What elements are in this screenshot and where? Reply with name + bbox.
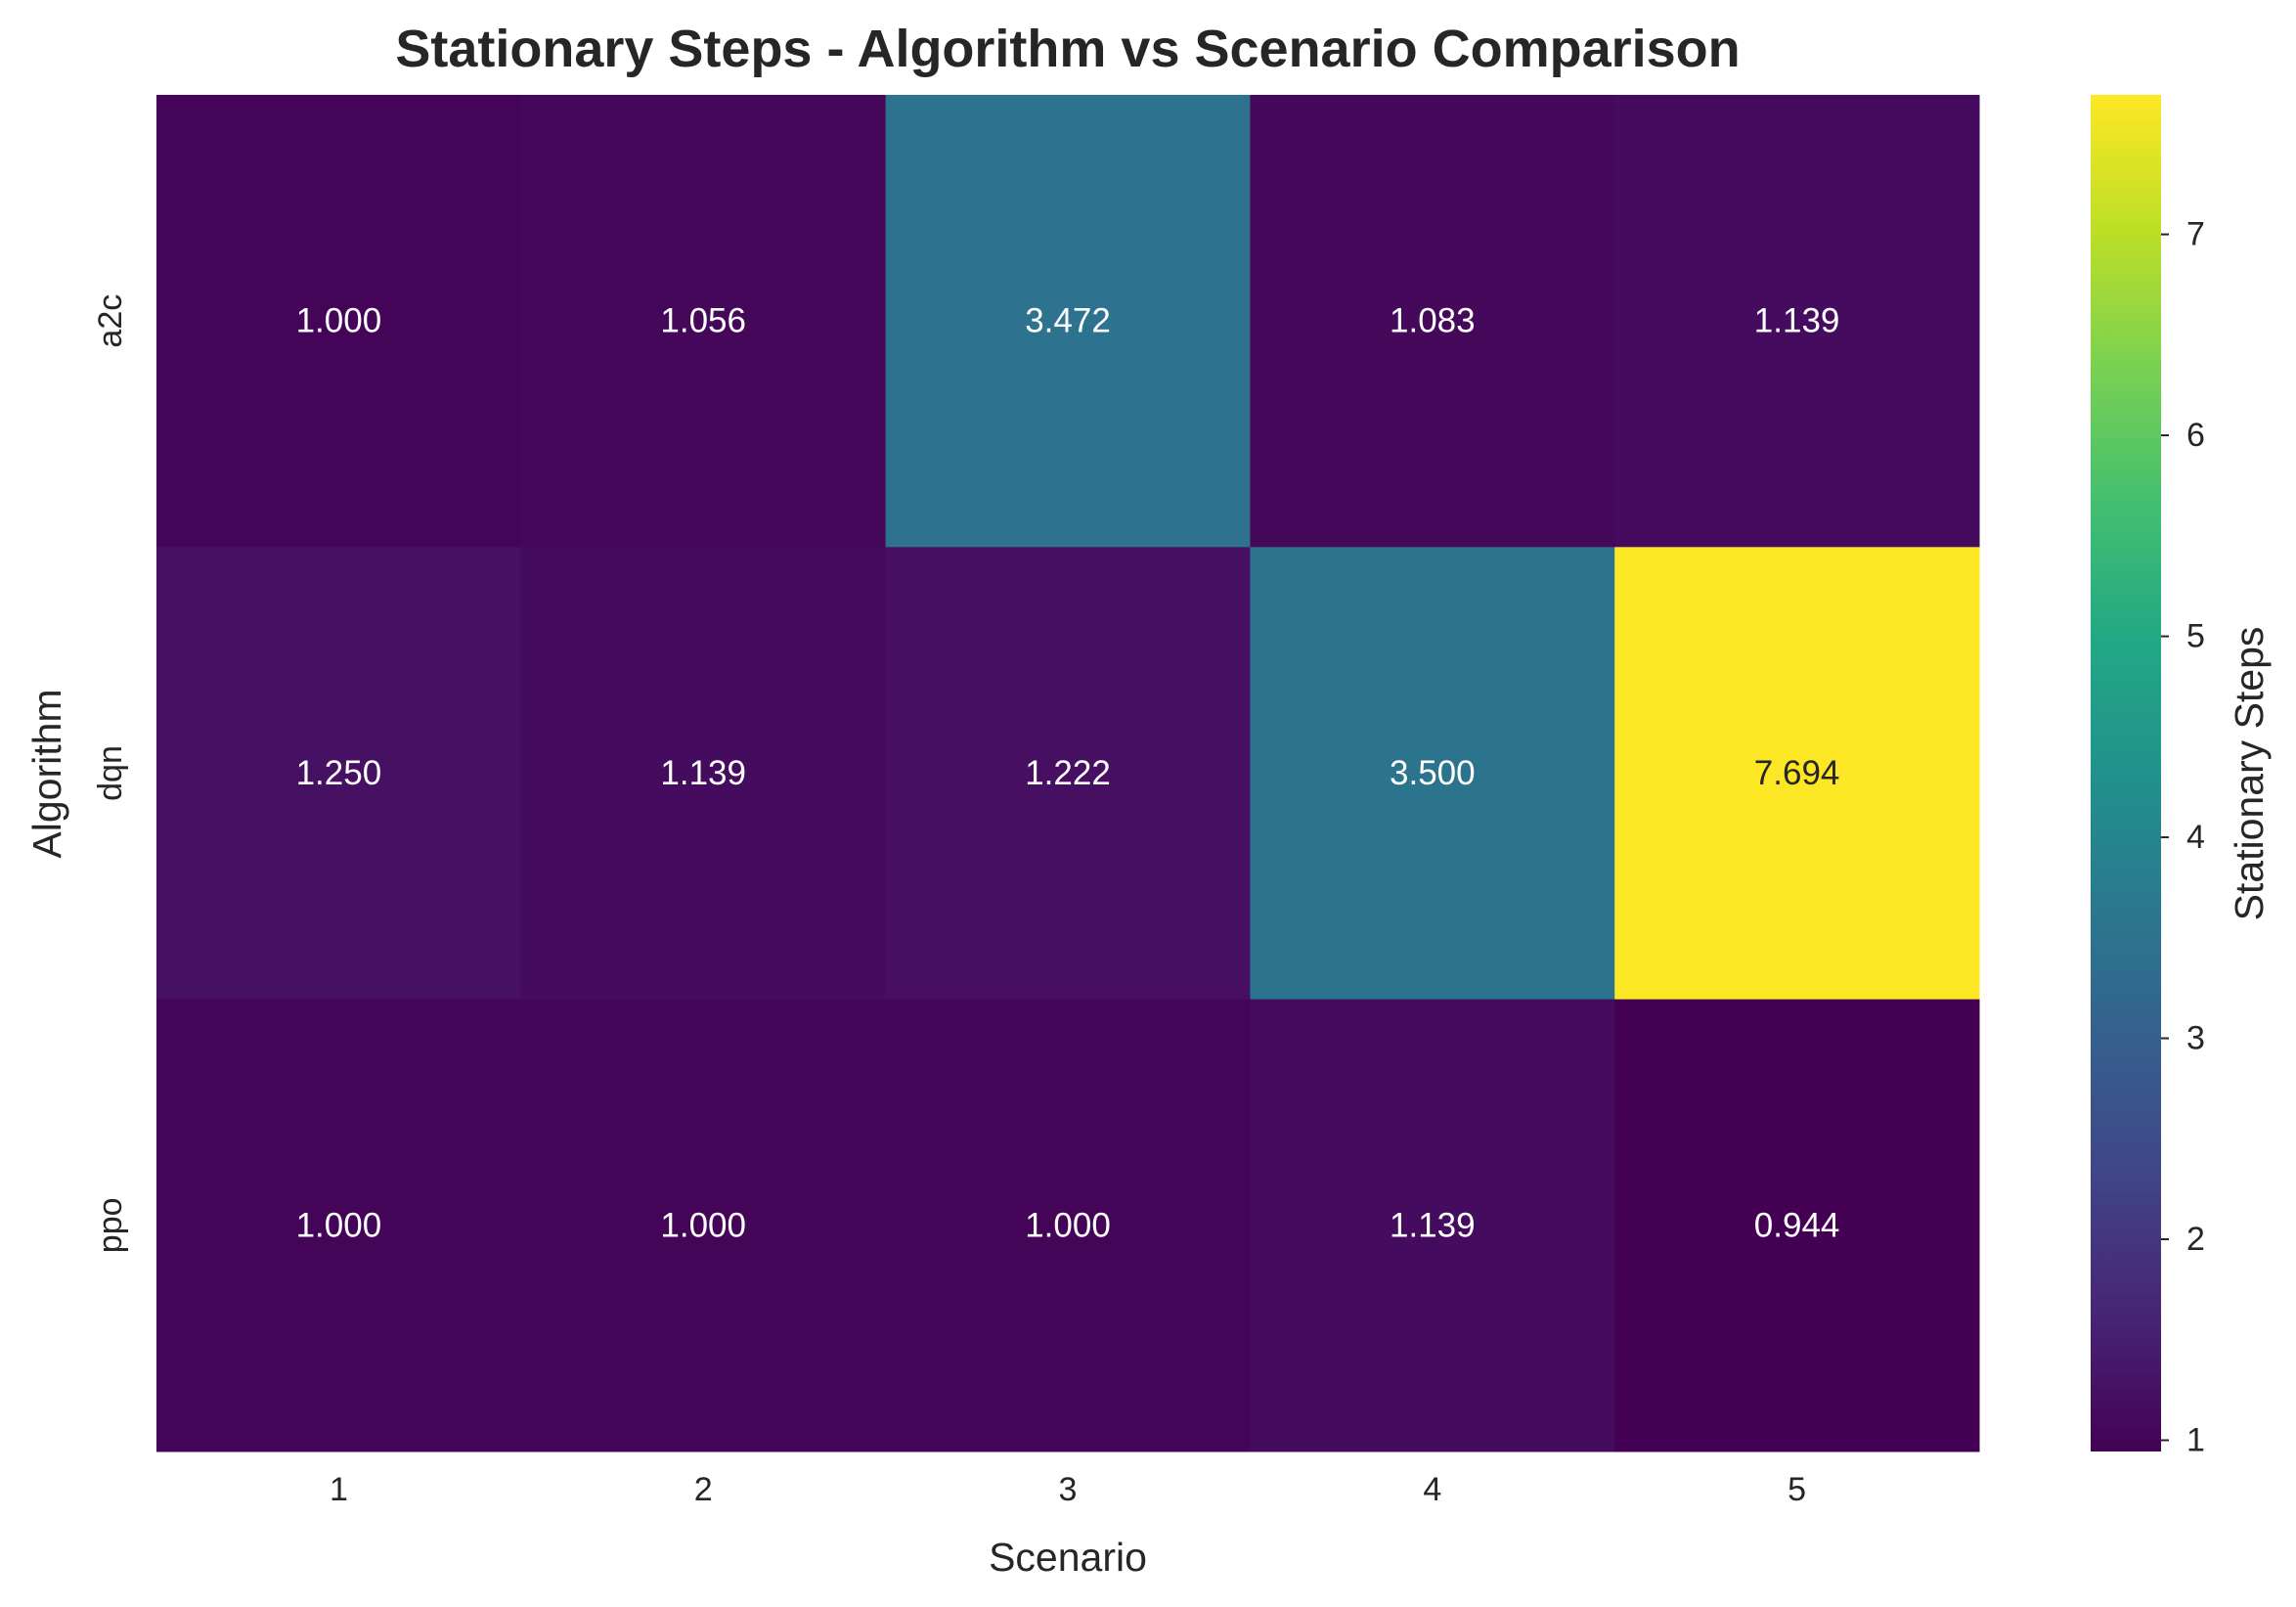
colorbar-tick-label: 7: [2186, 216, 2205, 253]
y-axis-label: Algorithm: [24, 689, 69, 858]
heatmap-cell: [1614, 547, 1980, 1001]
heatmap-cell: [1614, 999, 1980, 1452]
heatmap-cell: [885, 95, 1251, 548]
colorbar: [2091, 95, 2161, 1451]
cell-value-label: 7.694: [1754, 754, 1840, 792]
heatmap-cell: [885, 999, 1251, 1452]
x-tick-label: 1: [330, 1471, 348, 1508]
x-tick-label: 2: [694, 1471, 713, 1508]
cell-value-label: 1.222: [1025, 754, 1111, 792]
x-axis-label: Scenario: [989, 1535, 1147, 1580]
heatmap-cell: [156, 95, 522, 548]
cell-value-label: 1.139: [1390, 1206, 1476, 1244]
cell-value-label: 1.250: [296, 754, 382, 792]
heatmap-cell: [156, 547, 522, 1001]
cell-value-label: 1.083: [1390, 302, 1476, 340]
cell-value-label: 1.000: [1025, 1206, 1111, 1244]
x-tick-label: 3: [1059, 1471, 1078, 1508]
colorbar-tick-label: 4: [2186, 819, 2205, 856]
cell-value-label: 1.000: [296, 302, 382, 340]
colorbar-ticks: 1 2 3 4 5 6 7: [2161, 216, 2205, 1458]
heatmap-cell: [156, 999, 522, 1452]
y-tick-label: dqn: [92, 745, 129, 801]
x-axis-ticks: 1 2 3 4 5: [330, 1471, 1806, 1508]
cell-value-label: 3.472: [1025, 302, 1111, 340]
colorbar-tick-label: 3: [2186, 1020, 2205, 1057]
chart-title: Stationary Steps - Algorithm vs Scenario…: [395, 20, 1740, 78]
colorbar-label: Stationary Steps: [2227, 627, 2272, 921]
colorbar-tick-label: 1: [2186, 1421, 2205, 1458]
colorbar-tick-label: 2: [2186, 1221, 2205, 1258]
cell-value-label: 1.000: [660, 1206, 746, 1244]
heatmap-cells: [156, 95, 1980, 1452]
heatmap-cell: [520, 999, 887, 1452]
cell-value-label: 1.139: [1754, 302, 1840, 340]
x-tick-label: 4: [1423, 1471, 1441, 1508]
heatmap-cell: [1250, 95, 1615, 548]
y-axis-ticks: a2c dqn ppo: [92, 294, 129, 1253]
colorbar-tick-label: 5: [2186, 618, 2205, 655]
cell-value-label: 3.500: [1390, 754, 1476, 792]
x-tick-label: 5: [1788, 1471, 1806, 1508]
heatmap-cell: [1250, 547, 1615, 1001]
cell-value-label: 1.056: [660, 302, 746, 340]
y-tick-label: a2c: [92, 294, 129, 348]
heatmap-cell: [520, 95, 887, 548]
heatmap-cell-labels: 1.000 1.056 3.472 1.083 1.139 1.250 1.139 1.222…: [296, 302, 1840, 1245]
cell-value-label: 0.944: [1754, 1206, 1840, 1244]
y-tick-label: ppo: [92, 1197, 129, 1253]
heatmap-cell: [1250, 999, 1615, 1452]
cell-value-label: 1.000: [296, 1206, 382, 1244]
heatmap-cell: [885, 547, 1251, 1001]
colorbar-tick-label: 6: [2186, 417, 2205, 454]
heatmap-cell: [1614, 95, 1980, 548]
cell-value-label: 1.139: [660, 754, 746, 792]
heatmap-cell: [520, 547, 887, 1001]
